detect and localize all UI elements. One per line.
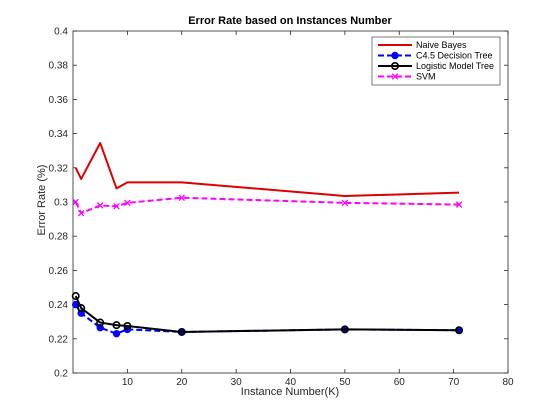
legend-entry: Naive Bayes	[378, 40, 467, 50]
x-tick-label: 60	[394, 377, 406, 388]
y-tick-label: 0.36	[49, 95, 69, 106]
series-logistic-model-tree-point	[123, 321, 132, 330]
y-axis-label: Error Rate (%)	[36, 165, 48, 236]
series-logistic-model-tree-point	[112, 321, 121, 330]
series-layer	[71, 142, 464, 338]
legend-label: SVM	[416, 72, 436, 82]
y-tick-label: 0.26	[49, 266, 69, 277]
x-axis: 10 20 30 40 50 60 70 80	[122, 31, 514, 388]
series-svm-point	[124, 199, 131, 207]
x-tick-label: 10	[122, 377, 134, 388]
series-svm-point	[96, 202, 104, 209]
series-svm-point	[341, 199, 349, 207]
series-logistic-model-tree-point	[96, 318, 105, 327]
legend-swatch-point	[391, 51, 399, 60]
series-c4-5-decision-tree-point	[112, 329, 121, 338]
x-tick-label: 70	[448, 377, 460, 388]
x-tick-label: 40	[285, 377, 297, 388]
legend-swatch-point	[390, 61, 399, 70]
legend-label: Logistic Model Tree	[416, 61, 494, 71]
series-logistic-model-tree-point	[455, 326, 464, 335]
y-tick-label: 0.32	[49, 163, 69, 174]
legend-swatch-point	[391, 73, 399, 80]
y-tick-label: 0.2	[54, 369, 68, 380]
y-tick-label: 0.34	[49, 129, 69, 140]
legend-label: C4.5 Decision Tree	[416, 51, 493, 61]
series-logistic-model-tree-point	[340, 325, 349, 334]
y-tick-label: 0.28	[49, 232, 69, 243]
legend-entry: SVM	[378, 72, 436, 82]
x-tick-label: 30	[231, 377, 243, 388]
series-svm-point	[113, 203, 120, 210]
series-svm-point	[77, 209, 85, 217]
plot-area	[72, 30, 509, 374]
chart-title: Error Rate based on Instances Number	[188, 15, 392, 27]
series-logistic-model-tree	[71, 292, 464, 336]
series-svm-point	[455, 201, 463, 208]
series-logistic-model-tree-point	[77, 304, 86, 313]
y-tick-label: 0.22	[49, 334, 69, 345]
series-naive-bayes	[74, 142, 460, 198]
x-tick-label: 20	[176, 377, 188, 388]
legend-label: Naive Bayes	[416, 40, 467, 50]
y-tick-label: 0.24	[49, 300, 69, 311]
series-naive-bayes-line	[74, 142, 460, 198]
series-svm	[72, 194, 463, 217]
series-svm-point	[178, 194, 186, 201]
x-tick-label: 50	[339, 377, 351, 388]
y-tick-label: 0.4	[54, 27, 68, 38]
series-logistic-model-tree-point	[71, 292, 80, 301]
series-svm-point	[72, 198, 79, 206]
series-logistic-model-tree-point	[177, 327, 186, 336]
series-svm-line	[74, 196, 460, 215]
legend-entry: Logistic Model Tree	[378, 61, 494, 71]
legend-entry: C4.5 Decision Tree	[378, 51, 493, 61]
y-tick-label: 0.3	[54, 198, 68, 209]
y-tick-label: 0.38	[49, 61, 69, 72]
x-axis-label: Instance Number(K)	[241, 386, 339, 398]
x-tick-label: 80	[502, 377, 514, 388]
